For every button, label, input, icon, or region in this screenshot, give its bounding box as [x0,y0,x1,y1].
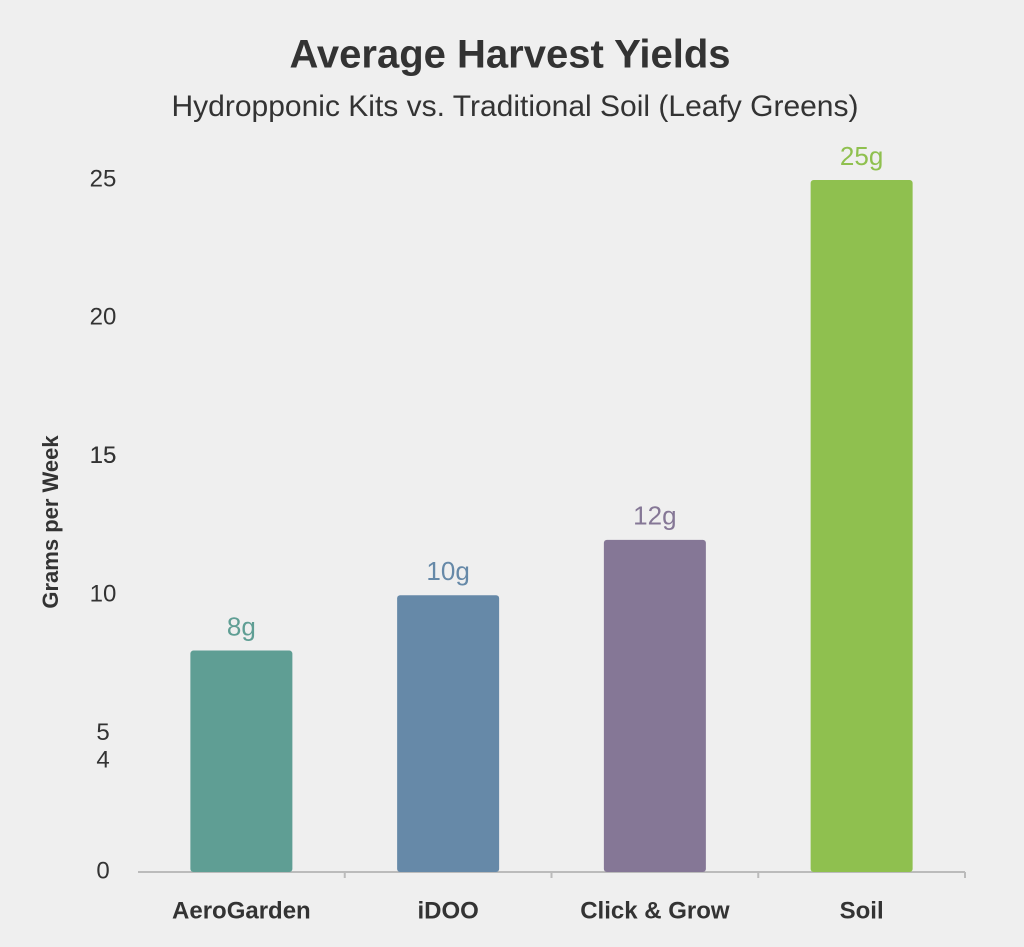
x-tick-label: Soil [840,897,884,924]
y-tick-label: 25 [90,165,117,192]
y-axis-label: Grams per Week [38,435,63,609]
y-tick-label: 20 [90,304,117,331]
chart-title: Average Harvest Yields [290,33,731,77]
value-label: 25g [840,141,883,171]
y-tick-label: 10 [90,581,117,608]
y-tick-label: 4 [96,747,109,774]
value-label: 8g [227,611,256,641]
y-tick-label: 0 [96,857,109,884]
bar [810,180,913,872]
bar [397,595,500,872]
bar [603,539,706,872]
y-tick-label: 5 [96,719,109,746]
bar [190,650,293,872]
value-label: 10g [426,556,469,586]
chart-subtitle: Hydropponic Kits vs. Traditional Soil (L… [172,90,859,123]
x-tick-label: Click & Grow [580,897,730,924]
value-label: 12g [633,501,676,531]
x-tick-label: iDOO [417,897,478,924]
x-tick-label: AeroGarden [172,897,311,924]
y-tick-label: 15 [90,442,117,469]
y-tick-label: 15 [90,442,117,469]
